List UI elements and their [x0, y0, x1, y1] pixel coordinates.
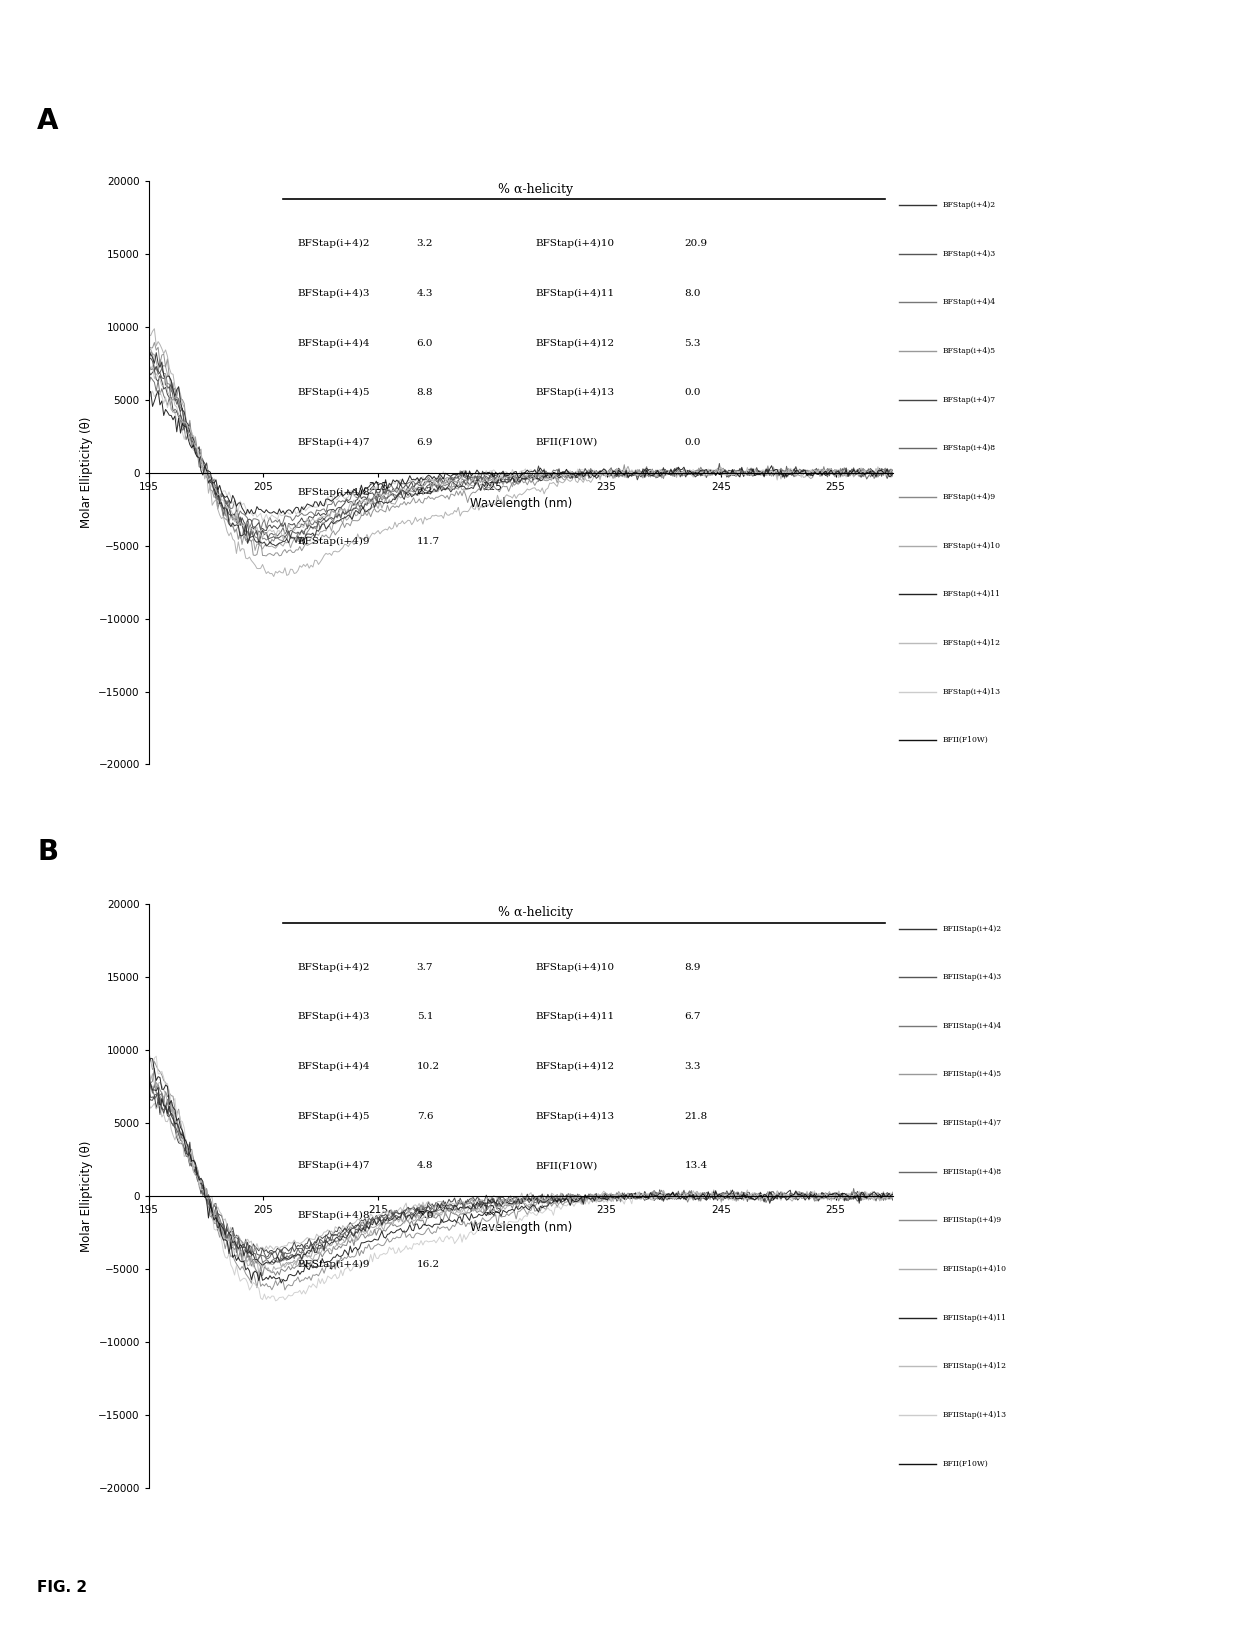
Text: BFStap(i+4)7: BFStap(i+4)7 [298, 437, 370, 447]
Text: BFStap(i+4)8: BFStap(i+4)8 [298, 487, 370, 496]
Text: BFStap(i+4)4: BFStap(i+4)4 [942, 299, 996, 306]
Text: 7.6: 7.6 [417, 1111, 433, 1121]
Text: B: B [37, 838, 58, 866]
Text: BFStap(i+4)5: BFStap(i+4)5 [942, 347, 996, 355]
Text: 20.9: 20.9 [684, 240, 708, 248]
Text: % α-helicity: % α-helicity [498, 182, 573, 196]
Text: BFStap(i+4)2: BFStap(i+4)2 [298, 963, 370, 972]
Text: BFStap(i+4)13: BFStap(i+4)13 [942, 687, 1001, 695]
Text: BFStap(i+4)5: BFStap(i+4)5 [298, 388, 370, 398]
Text: BFStap(i+4)7: BFStap(i+4)7 [942, 396, 996, 404]
Text: BFStap(i+4)3: BFStap(i+4)3 [298, 1013, 370, 1021]
Text: BFStap(i+4)12: BFStap(i+4)12 [536, 1062, 615, 1070]
Y-axis label: Molar Ellipticity (θ): Molar Ellipticity (θ) [79, 418, 93, 528]
Text: BFStap(i+4)13: BFStap(i+4)13 [536, 388, 615, 398]
Text: BFStap(i+4)4: BFStap(i+4)4 [298, 1062, 370, 1070]
Text: 16.2: 16.2 [417, 1261, 440, 1269]
Text: BFStap(i+4)12: BFStap(i+4)12 [536, 339, 615, 347]
Text: BFIIStap(i+4)3: BFIIStap(i+4)3 [942, 973, 1002, 981]
Text: 2.3: 2.3 [417, 487, 433, 496]
Text: 5.3: 5.3 [684, 339, 701, 347]
Text: BFStap(i+4)8: BFStap(i+4)8 [942, 444, 996, 452]
Text: BFStap(i+4)2: BFStap(i+4)2 [942, 201, 996, 209]
Text: BFIIStap(i+4)12: BFIIStap(i+4)12 [942, 1363, 1007, 1369]
Text: BFIIStap(i+4)5: BFIIStap(i+4)5 [942, 1070, 1002, 1078]
Text: 21.8: 21.8 [684, 1111, 708, 1121]
Text: 8.9: 8.9 [684, 963, 701, 972]
Text: BFStap(i+4)3: BFStap(i+4)3 [298, 289, 370, 298]
Text: BFII(F10W): BFII(F10W) [536, 437, 598, 447]
Text: BFII(F10W): BFII(F10W) [942, 1460, 988, 1468]
Text: BFStap(i+4)2: BFStap(i+4)2 [298, 240, 370, 248]
Text: BFStap(i+4)10: BFStap(i+4)10 [942, 541, 1001, 549]
Text: A: A [37, 107, 58, 135]
Text: 11.7: 11.7 [417, 538, 440, 546]
Text: % α-helicity: % α-helicity [498, 906, 573, 919]
Text: BFStap(i+4)3: BFStap(i+4)3 [942, 250, 996, 258]
Text: BFStap(i+4)11: BFStap(i+4)11 [942, 590, 1001, 598]
Text: 3.2: 3.2 [417, 240, 433, 248]
Text: 6.7: 6.7 [684, 1013, 701, 1021]
Text: BFII(F10W): BFII(F10W) [536, 1161, 598, 1171]
Text: BFIIStap(i+4)8: BFIIStap(i+4)8 [942, 1167, 1002, 1175]
Text: 4.8: 4.8 [417, 1161, 433, 1171]
Text: 4.3: 4.3 [417, 289, 433, 298]
Text: 6.0: 6.0 [417, 339, 433, 347]
Y-axis label: Molar Ellipticity (θ): Molar Ellipticity (θ) [79, 1141, 93, 1251]
Text: BFStap(i+4)9: BFStap(i+4)9 [298, 1261, 370, 1269]
Text: BFStap(i+4)11: BFStap(i+4)11 [536, 289, 615, 298]
Text: 3.3: 3.3 [684, 1062, 701, 1070]
Text: BFStap(i+4)11: BFStap(i+4)11 [536, 1013, 615, 1021]
Text: BFIIStap(i+4)13: BFIIStap(i+4)13 [942, 1411, 1007, 1419]
Text: 8.0: 8.0 [684, 289, 701, 298]
Text: BFStap(i+4)10: BFStap(i+4)10 [536, 963, 615, 972]
Text: BFIIStap(i+4)9: BFIIStap(i+4)9 [942, 1217, 1002, 1225]
Text: BFStap(i+4)9: BFStap(i+4)9 [298, 538, 370, 546]
Text: 5.1: 5.1 [417, 1013, 433, 1021]
Text: 13.4: 13.4 [684, 1161, 708, 1171]
Text: 3.7: 3.7 [417, 963, 433, 972]
X-axis label: Wavelength (nm): Wavelength (nm) [470, 496, 572, 510]
Text: BFStap(i+4)9: BFStap(i+4)9 [942, 493, 996, 501]
Text: BFIIStap(i+4)11: BFIIStap(i+4)11 [942, 1314, 1007, 1322]
Text: 7.0: 7.0 [417, 1210, 433, 1220]
Text: BFIIStap(i+4)2: BFIIStap(i+4)2 [942, 924, 1002, 932]
Text: BFII(F10W): BFII(F10W) [942, 737, 988, 745]
X-axis label: Wavelength (nm): Wavelength (nm) [470, 1220, 572, 1233]
Text: BFStap(i+4)12: BFStap(i+4)12 [942, 640, 1001, 646]
Text: 0.0: 0.0 [684, 437, 701, 447]
Text: FIG. 2: FIG. 2 [37, 1580, 87, 1595]
Text: 10.2: 10.2 [417, 1062, 440, 1070]
Text: 6.9: 6.9 [417, 437, 433, 447]
Text: BFIIStap(i+4)10: BFIIStap(i+4)10 [942, 1264, 1007, 1272]
Text: BFStap(i+4)4: BFStap(i+4)4 [298, 339, 370, 347]
Text: 0.0: 0.0 [684, 388, 701, 398]
Text: BFStap(i+4)13: BFStap(i+4)13 [536, 1111, 615, 1121]
Text: BFStap(i+4)10: BFStap(i+4)10 [536, 240, 615, 248]
Text: BFStap(i+4)7: BFStap(i+4)7 [298, 1161, 370, 1171]
Text: BFIIStap(i+4)7: BFIIStap(i+4)7 [942, 1120, 1002, 1128]
Text: 8.8: 8.8 [417, 388, 433, 398]
Text: BFStap(i+4)5: BFStap(i+4)5 [298, 1111, 370, 1121]
Text: BFStap(i+4)8: BFStap(i+4)8 [298, 1210, 370, 1220]
Text: BFIIStap(i+4)4: BFIIStap(i+4)4 [942, 1023, 1002, 1029]
